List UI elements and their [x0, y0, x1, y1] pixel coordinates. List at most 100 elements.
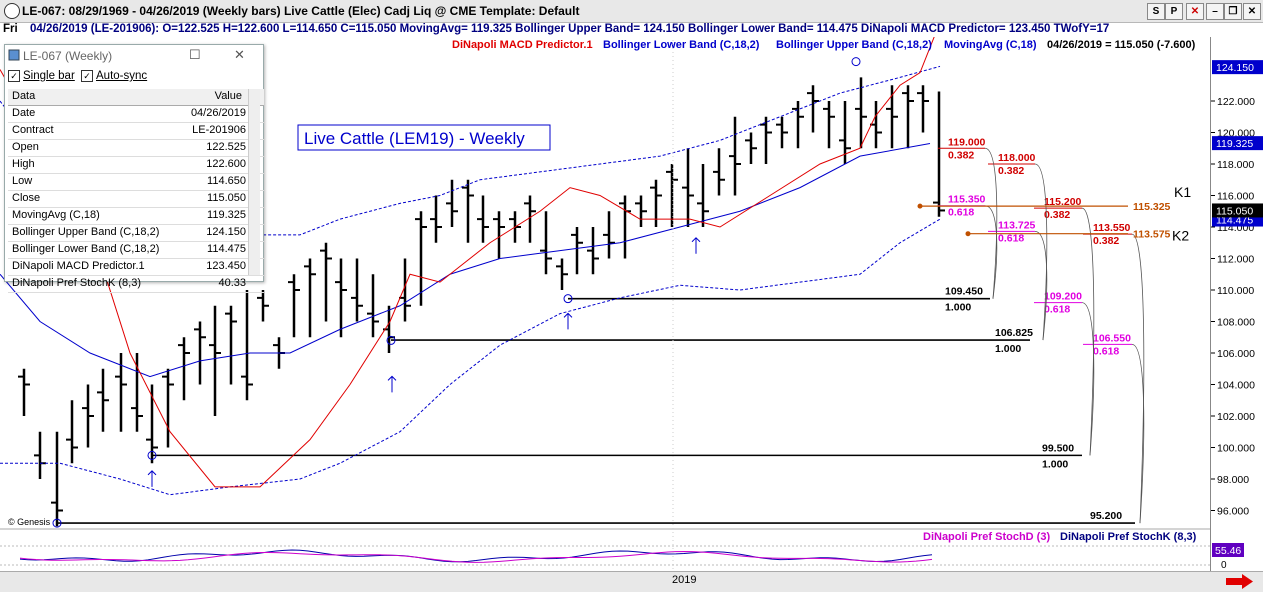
price-tick-label: 110.000: [1217, 285, 1254, 297]
data-window-scrollbar[interactable]: [248, 89, 260, 275]
fib-level-price: 106.550: [1093, 332, 1131, 344]
data-row-label: Open: [12, 141, 39, 153]
s-button[interactable]: S: [1147, 3, 1165, 20]
k1-label: K1: [1174, 184, 1191, 200]
stoch-k-label: DiNapoli Pref StochK (8,3): [1060, 531, 1197, 543]
fib-connector: [984, 205, 998, 299]
info-bar: Fri 04/26/2019 (LE-201906): O=122.525 H=…: [0, 23, 1263, 37]
price-axis[interactable]: 122.000 120.000 118.000 116.000 114.000 112.0…: [1210, 15, 1263, 571]
chart-title: Live Cattle (LEM19) - Weekly: [304, 129, 525, 148]
fib-connector: [984, 147, 998, 299]
price-bar: [335, 258, 347, 338]
price-tick-label: 104.000: [1217, 380, 1255, 392]
price-bar: [178, 337, 190, 401]
data-row: Low 114.650: [8, 174, 264, 191]
fib-anchor-price: 99.500: [1042, 442, 1074, 454]
data-row-label: Close: [12, 192, 41, 204]
price-bar: [115, 353, 127, 432]
data-row-value: 114.475: [207, 243, 246, 255]
price-bar: [855, 77, 867, 149]
data-row: Bollinger Lower Band (C,18,2) 114.475: [8, 242, 264, 259]
price-bar: [462, 179, 474, 243]
auto-sync-checkbox[interactable]: ✓ Auto-sync: [81, 70, 147, 82]
price-bar: [933, 91, 945, 217]
price-bar: [304, 258, 316, 338]
fib-connector: [1034, 231, 1048, 341]
data-row: High 122.600: [8, 157, 264, 174]
window-titlebar: LE-067: 08/29/1969 - 04/26/2019 (Weekly …: [0, 0, 1263, 23]
price-bar: [729, 116, 741, 196]
price-bar: [131, 353, 143, 432]
window-title: LE-067: 08/29/1969 - 04/26/2019 (Weekly …: [22, 4, 580, 18]
data-row-value: LE-201906: [192, 124, 246, 136]
price-bar: [320, 242, 332, 322]
stoch-value: 55.46: [1215, 545, 1241, 557]
price-bar: [162, 368, 174, 448]
data-row-value: 122.600: [206, 158, 246, 170]
data-row-value: 115.050: [207, 192, 246, 204]
data-row-label: Bollinger Upper Band (C,18,2): [12, 226, 160, 238]
up-arrow-marker: [563, 312, 573, 330]
pivot-circle: [851, 57, 861, 67]
price-bar: [524, 195, 536, 243]
minimize-icon[interactable]: –: [1206, 3, 1224, 20]
data-window-title: LE-067 (Weekly): [23, 49, 113, 63]
close-icon[interactable]: ✕: [234, 47, 245, 62]
price-bar: [745, 132, 757, 164]
legend-upper-band: Bollinger Upper Band (C,18,2): [776, 39, 932, 51]
price-bar: [807, 85, 819, 133]
data-row: Open 122.525: [8, 140, 264, 157]
pivot-circle: [147, 450, 157, 460]
fib-level-price: 115.350: [948, 194, 986, 206]
fib-connector: [1081, 302, 1095, 456]
window-icon: [8, 49, 20, 61]
restore-icon[interactable]: ❐: [1224, 3, 1242, 20]
scroll-right-icon[interactable]: [1226, 574, 1254, 589]
price-badge: [1212, 203, 1263, 218]
price-tick-label: 96.000: [1217, 506, 1249, 518]
price-bar: [146, 384, 158, 464]
price-bar: [823, 101, 835, 149]
data-row-label: Low: [12, 175, 33, 187]
fib-level-ratio: 0.618: [998, 232, 1024, 244]
price-bar: [18, 368, 30, 416]
price-bar: [446, 179, 458, 227]
price-bar: [792, 101, 804, 149]
stoch-zero: 0: [1221, 560, 1227, 571]
close-icon[interactable]: ✕: [1243, 3, 1261, 20]
price-bar: [241, 290, 253, 401]
price-bar: [493, 211, 505, 259]
app-icon: [4, 3, 20, 19]
data-row-label: MovingAvg (C,18): [12, 209, 100, 221]
price-tick-label: 98.000: [1217, 474, 1249, 486]
k2-label: K2: [1172, 228, 1189, 244]
fib-anchor-ratio: 1.000: [1042, 458, 1068, 470]
data-window[interactable]: LE-067 (Weekly) ☐ ✕ ✓ Single bar ✓ Auto-sy…: [4, 44, 264, 293]
price-bar: [351, 258, 363, 322]
fib-level-ratio: 0.618: [948, 207, 974, 219]
price-chart[interactable]: 109.450 1.000 106.825 1.000 99.500 1.000 95.20…: [0, 37, 1210, 571]
price-bar: [603, 211, 615, 259]
price-bar: [839, 101, 851, 164]
price-tick-label: 116.000: [1217, 191, 1254, 203]
price-tick-label: 106.000: [1217, 348, 1255, 360]
fib-anchor-price: 106.825: [995, 327, 1033, 339]
p-button[interactable]: P: [1165, 3, 1183, 20]
price-badge: [1212, 136, 1263, 151]
price-bar: [619, 195, 631, 259]
fib-level-ratio: 0.618: [1044, 304, 1070, 316]
data-row: Bollinger Upper Band (C,18,2) 124.150: [8, 225, 264, 242]
fib-level-ratio: 0.618: [1093, 345, 1119, 357]
maximize-icon[interactable]: ☐: [189, 47, 201, 62]
price-bar: [650, 179, 662, 227]
fib-level-ratio: 0.382: [1044, 209, 1070, 221]
price-bar: [760, 116, 772, 164]
legend-macd: DiNapoli MACD Predictor.1: [452, 39, 593, 51]
single-bar-checkbox[interactable]: ✓ Single bar: [8, 70, 75, 82]
time-axis[interactable]: 2019: [0, 571, 1263, 592]
fib-level-price: 109.200: [1044, 291, 1082, 303]
price-badge-label: 119.325: [1216, 138, 1253, 150]
k1-dot: [917, 203, 923, 209]
close-chart-icon[interactable]: ✕: [1186, 3, 1204, 20]
data-window-header: LE-067 (Weekly) ☐ ✕: [5, 45, 263, 66]
